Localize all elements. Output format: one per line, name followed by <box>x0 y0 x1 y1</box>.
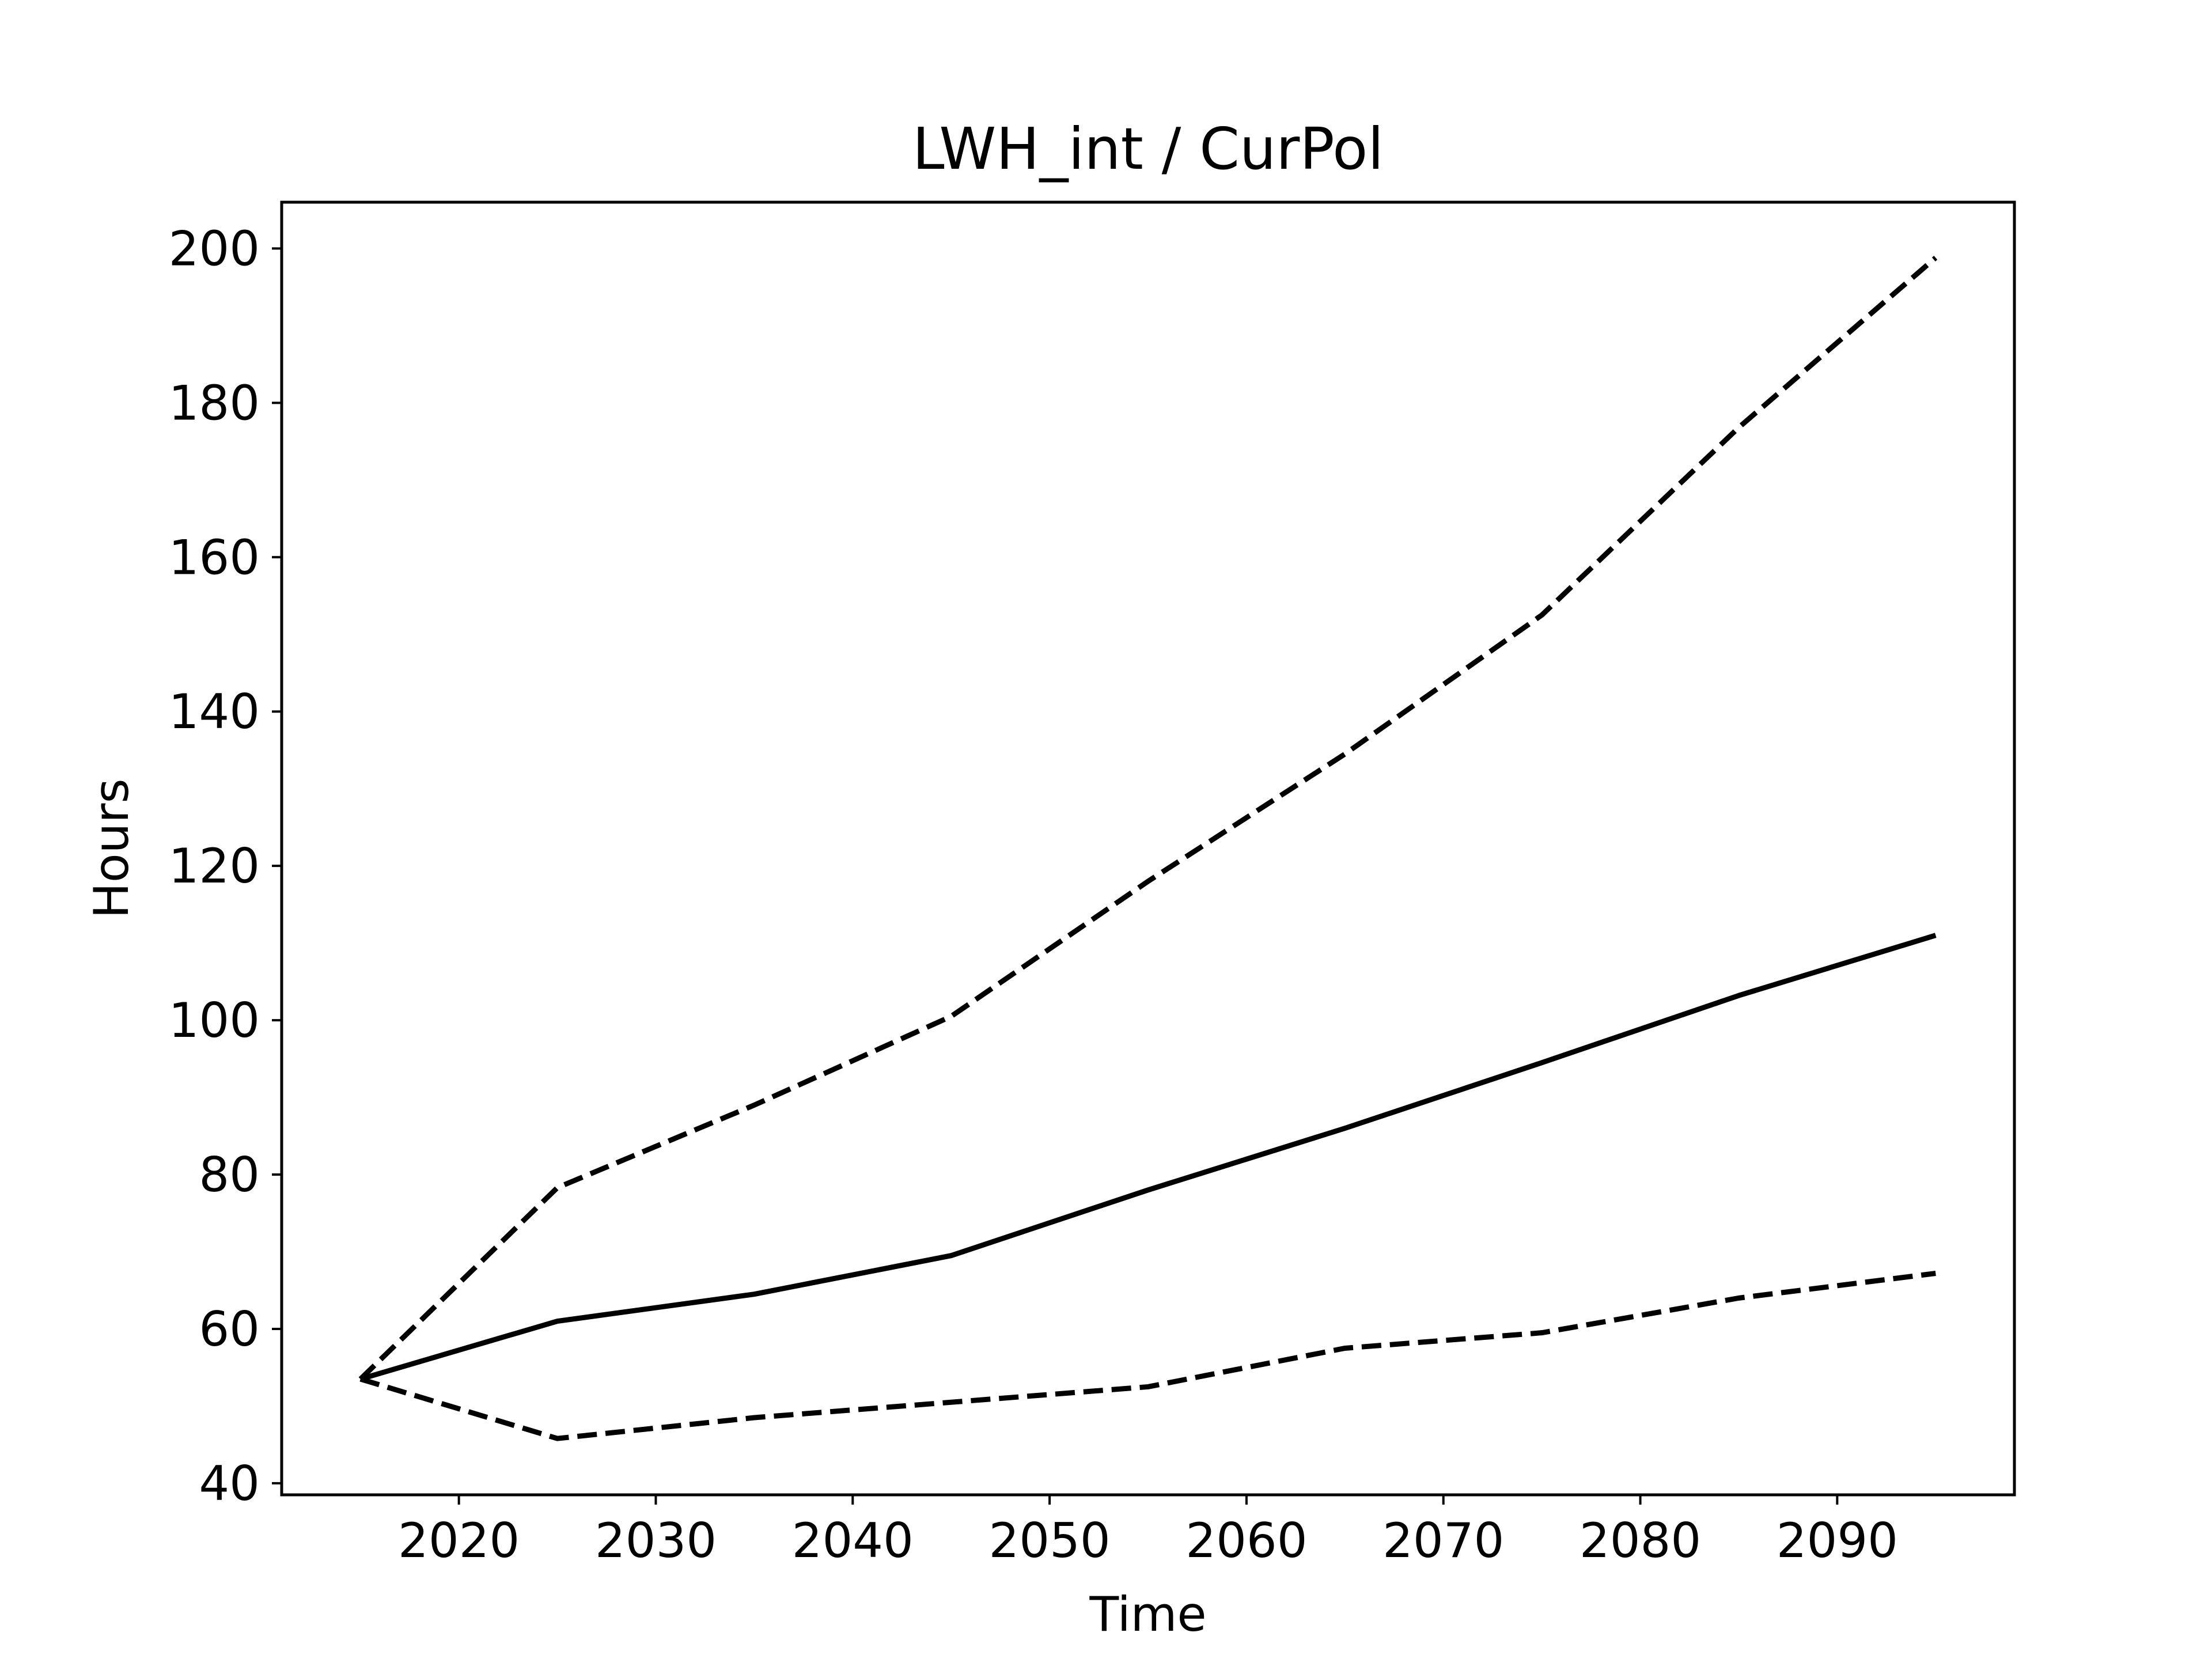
y-tick-label: 160 <box>169 529 260 585</box>
y-tick-label: 120 <box>169 838 260 894</box>
x-tick-label: 2060 <box>1185 1513 1307 1569</box>
y-tick-label: 40 <box>199 1456 260 1512</box>
x-tick-label: 2040 <box>792 1513 914 1569</box>
chart-title: LWH_int / CurPol <box>912 115 1384 183</box>
series-line-3 <box>359 1271 1936 1441</box>
x-axis: 2020 2030 2040 2050 2060 2070 2080 2090 <box>398 1495 1898 1569</box>
y-tick-label: 200 <box>169 221 260 276</box>
y-tick-label: 100 <box>169 993 260 1048</box>
y-tick-label: 180 <box>169 375 260 431</box>
x-tick-label: 2090 <box>1777 1513 1898 1569</box>
series-line-2 <box>358 256 1938 1381</box>
y-tick-label: 60 <box>199 1301 260 1357</box>
x-tick-label: 2020 <box>398 1513 520 1569</box>
x-tick-label: 2080 <box>1580 1513 1701 1569</box>
y-axis-label: Hours <box>84 778 139 918</box>
y-axis: 40 60 80 100 120 140 160 180 200 <box>169 221 282 1512</box>
series-layer <box>358 256 1938 1441</box>
y-tick-label: 80 <box>199 1147 260 1203</box>
x-axis-label: Time <box>1089 1586 1206 1642</box>
x-tick-label: 2030 <box>595 1513 717 1569</box>
plot-area-frame <box>280 200 2016 1497</box>
y-tick-label: 140 <box>169 684 260 740</box>
series-line-1 <box>359 933 1937 1382</box>
x-tick-label: 2070 <box>1382 1513 1504 1569</box>
x-tick-label: 2050 <box>988 1513 1110 1569</box>
